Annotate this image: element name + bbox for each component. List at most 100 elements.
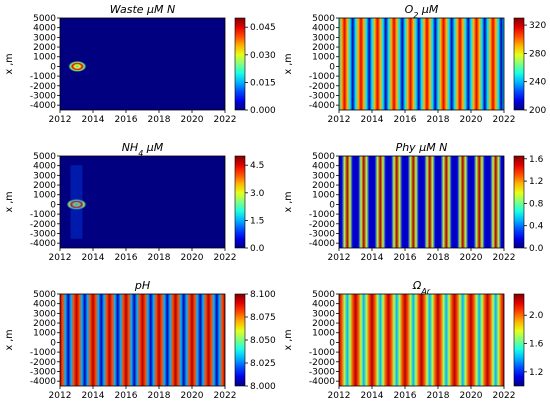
- x-tick-label: 2014: [361, 253, 384, 263]
- panel-3: NH4 μM x ,m 2012 2014 2016 2018 2020 2022 500040…: [4, 141, 265, 263]
- panel-5: pH x ,m 2012 2014 2016 2018 2020 2022 5000400030…: [4, 279, 276, 401]
- x-tick-label: 2016: [115, 391, 138, 401]
- x-tick-label: 2020: [181, 253, 204, 263]
- y-axis-label: x ,m: [283, 192, 294, 213]
- y-tick-label: 5000: [312, 14, 335, 24]
- plot-frame: [59, 17, 226, 111]
- colorbar-tick-label: 0.0: [529, 244, 544, 254]
- x-tick-label: 2018: [148, 115, 171, 125]
- colorbar-tick-label: 8.000: [250, 382, 276, 392]
- y-tick-label: 1000: [312, 329, 335, 339]
- colorbar-tick-label: 200: [529, 106, 546, 116]
- y-tick-label: 0: [329, 62, 335, 72]
- y-tick-label: -3000: [309, 367, 335, 377]
- x-tick-label: 2018: [148, 253, 171, 263]
- y-tick-label: -3000: [309, 91, 335, 101]
- x-tick-label: 2022: [214, 253, 237, 263]
- y-axis-label: x ,m: [4, 192, 15, 213]
- x-tick-label: 2014: [82, 115, 105, 125]
- x-tick-label: 2012: [328, 391, 351, 401]
- x-tick-label: 2018: [427, 391, 450, 401]
- x-tick-label: 2012: [328, 253, 351, 263]
- y-tick-label: 4000: [312, 24, 335, 34]
- y-tick-label: 4000: [312, 162, 335, 172]
- y-tick-label: -3000: [30, 91, 56, 101]
- y-tick-label: 2000: [312, 319, 335, 329]
- colorbar-tick-label: 8.100: [250, 290, 276, 300]
- y-tick-label: -2000: [30, 220, 56, 230]
- y-tick-label: 3000: [312, 171, 335, 181]
- colorbar: [234, 293, 246, 387]
- x-tick-label: 2020: [181, 115, 204, 125]
- y-axis-label: x ,m: [283, 54, 294, 75]
- colorbar-tick-label: 3.0: [250, 189, 265, 199]
- y-axis-label: x ,m: [283, 330, 294, 351]
- y-tick-label: -4000: [30, 377, 56, 387]
- y-tick-label: -4000: [309, 239, 335, 249]
- y-tick-label: -1000: [30, 72, 56, 82]
- colorbar-tick-label: 8.075: [250, 313, 276, 323]
- panel-title: Waste μM N: [110, 3, 176, 16]
- y-tick-label: -1000: [309, 72, 335, 82]
- x-tick-label: 2014: [361, 115, 384, 125]
- y-tick-label: -1000: [30, 348, 56, 358]
- x-tick-label: 2016: [394, 115, 417, 125]
- colorbar-tick-label: 0.000: [250, 106, 276, 116]
- panel-title: O2 μM: [405, 3, 439, 20]
- x-tick-label: 2016: [394, 253, 417, 263]
- x-tick-label: 2022: [214, 115, 237, 125]
- heatmap-field: [60, 18, 225, 110]
- x-tick-label: 2012: [49, 115, 72, 125]
- x-tick-label: 2018: [427, 115, 450, 125]
- plot-frame: [338, 293, 505, 387]
- x-tick-label: 2016: [115, 253, 138, 263]
- colorbar-tick-label: 1.5: [250, 216, 264, 226]
- x-tick-label: 2012: [49, 253, 72, 263]
- x-tick-label: 2022: [214, 391, 237, 401]
- y-tick-label: -2000: [30, 82, 56, 92]
- x-tick-label: 2022: [493, 391, 516, 401]
- x-tick-label: 2022: [493, 115, 516, 125]
- y-tick-label: -2000: [309, 358, 335, 368]
- heatmap-field: [60, 156, 225, 248]
- x-tick-label: 2020: [460, 115, 483, 125]
- x-tick-label: 2014: [82, 391, 105, 401]
- y-tick-label: -4000: [30, 239, 56, 249]
- x-tick-label: 2016: [394, 391, 417, 401]
- panel-4: Phy μM N x ,m 2012 2014 2016 2018 2020 2022 5000…: [283, 141, 544, 263]
- y-tick-label: 3000: [33, 309, 56, 319]
- y-tick-label: 3000: [33, 33, 56, 43]
- colorbar: [513, 293, 525, 387]
- y-tick-label: 0: [50, 62, 56, 72]
- y-tick-label: -3000: [30, 229, 56, 239]
- y-tick-label: 4000: [312, 300, 335, 310]
- x-tick-label: 2020: [460, 253, 483, 263]
- y-tick-label: 1000: [33, 191, 56, 201]
- heatmap-field: [339, 156, 504, 248]
- colorbar-tick-label: 0.0: [250, 244, 265, 254]
- y-tick-label: 0: [50, 338, 56, 348]
- y-tick-label: 5000: [312, 290, 335, 300]
- y-tick-label: -1000: [30, 210, 56, 220]
- colorbar-tick-label: 0.045: [250, 23, 276, 33]
- colorbar-tick-label: 8.025: [250, 359, 276, 369]
- x-tick-label: 2012: [328, 115, 351, 125]
- panel-title: Phy μM N: [396, 141, 448, 154]
- panel-title: ΩAr: [412, 279, 431, 296]
- y-axis-label: x ,m: [4, 330, 15, 351]
- colorbar: [234, 155, 246, 249]
- x-tick-label: 2016: [115, 115, 138, 125]
- y-tick-label: 4000: [33, 24, 56, 34]
- colorbar-tick-label: 2.0: [529, 311, 544, 321]
- y-tick-label: 2000: [312, 43, 335, 53]
- x-tick-label: 2012: [49, 391, 72, 401]
- y-tick-label: 4000: [33, 162, 56, 172]
- plot-frame: [338, 17, 505, 111]
- plot-frame: [59, 155, 226, 249]
- colorbar: [234, 17, 246, 111]
- y-tick-label: -1000: [309, 210, 335, 220]
- colorbar-tick-label: 1.6: [529, 340, 544, 350]
- y-tick-label: 2000: [33, 319, 56, 329]
- colorbar-tick-label: 240: [529, 78, 546, 88]
